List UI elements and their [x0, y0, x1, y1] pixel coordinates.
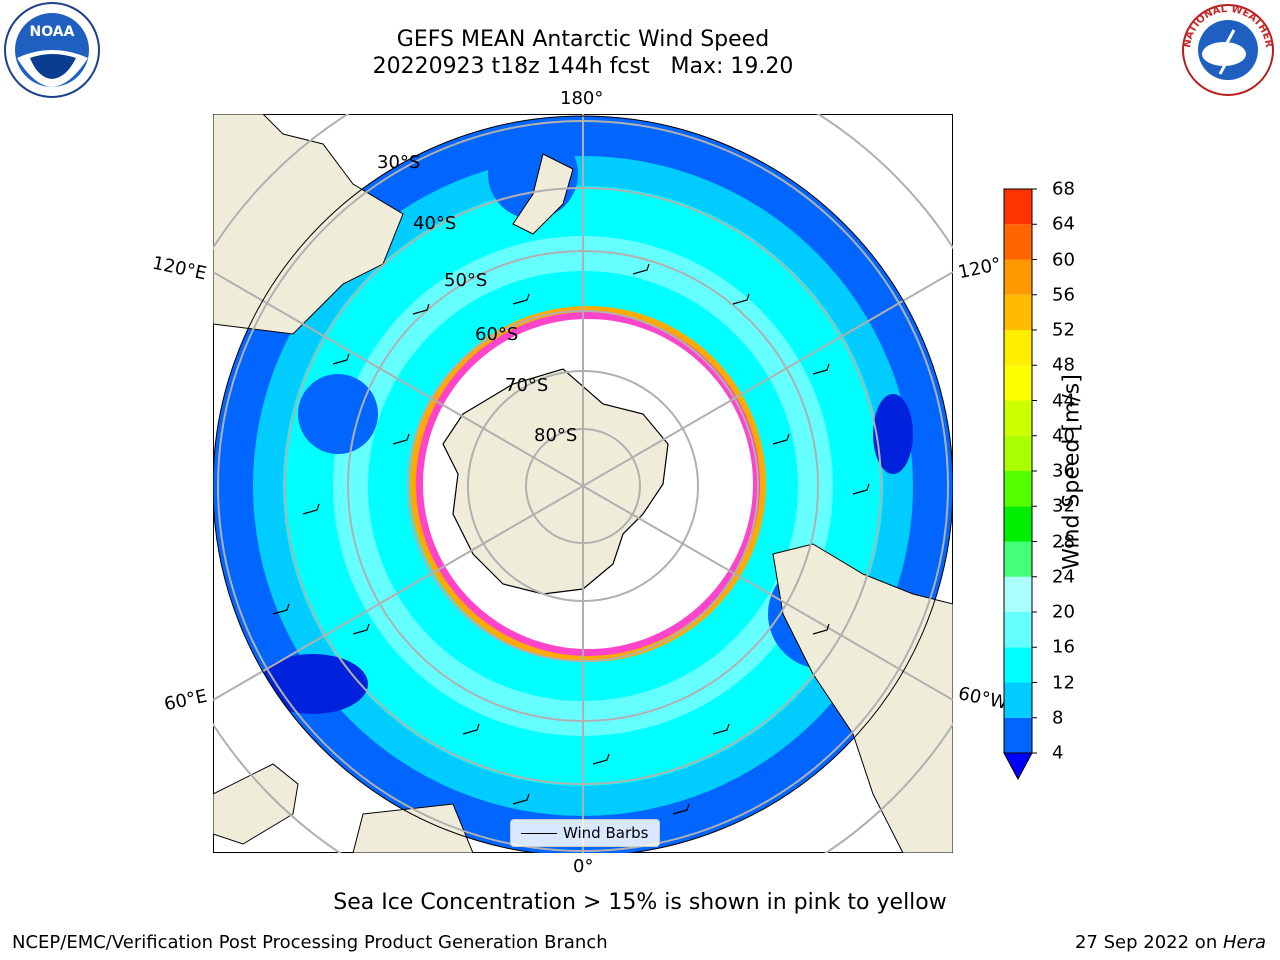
- colorbar-segment: [1004, 294, 1032, 330]
- lat-label-40s: 40°S: [413, 213, 457, 234]
- colorbar-segment: [1004, 471, 1032, 507]
- colorbar-segment: [1004, 435, 1032, 471]
- colorbar: [1003, 188, 1037, 781]
- colorbar-tick-label: 68: [1052, 178, 1075, 200]
- colorbar-tick-label: 20: [1052, 601, 1075, 623]
- colorbar-tick-label: 64: [1052, 213, 1075, 235]
- colorbar-tick-label: 48: [1052, 354, 1075, 376]
- colorbar-tick-label: 8: [1052, 707, 1064, 729]
- colorbar-segment: [1004, 682, 1032, 718]
- colorbar-segment: [1004, 506, 1032, 542]
- sea-ice-note: Sea Ice Concentration > 15% is shown in …: [333, 890, 947, 915]
- colorbar-tick-label: 32: [1052, 495, 1075, 517]
- colorbar-under-arrow: [1003, 752, 1033, 781]
- colorbar-tick-label: 44: [1052, 390, 1075, 411]
- wind-barbs-legend: Wind Barbs: [510, 819, 660, 847]
- lat-label-50s: 50°S: [444, 270, 488, 291]
- colorbar-tick-label: 36: [1052, 460, 1075, 482]
- lon-label-120w: 120°: [956, 253, 1004, 284]
- colorbar-tick-label: 28: [1052, 531, 1075, 552]
- colorbar-segment: [1004, 330, 1032, 366]
- colorbar-tick-label: 12: [1052, 672, 1075, 693]
- new-zealand-land: [511, 152, 574, 235]
- colorbar-tick-label: 24: [1052, 566, 1075, 588]
- legend-label: Wind Barbs: [563, 824, 649, 842]
- colorbar-segment: [1004, 189, 1032, 225]
- title-line-2: 20220923 t18z 144h fcst Max: 19.20: [372, 54, 794, 79]
- colorbar-tick-label: 4: [1052, 742, 1064, 764]
- graticule: [212, 113, 953, 853]
- lat-label-80s: 80°S: [534, 425, 578, 446]
- lon-label-180: 180°: [560, 88, 604, 109]
- title-line-1: GEFS MEAN Antarctic Wind Speed: [396, 27, 770, 52]
- polar-map: [212, 113, 953, 853]
- lat-label-60s: 60°S: [475, 324, 519, 345]
- footer-host: Hera: [1222, 932, 1266, 953]
- disc-boundary: [212, 115, 953, 853]
- colorbar-segment: [1004, 365, 1032, 401]
- colorbar-tick-label: 56: [1052, 284, 1075, 306]
- footer-date: 27 Sep 2022 on Hera: [1075, 932, 1266, 953]
- colorbar-segment: [1004, 224, 1032, 260]
- lat-label-70s: 70°S: [505, 375, 549, 396]
- colorbar-segment: [1004, 612, 1032, 648]
- colorbar-label: Wind Speed [m/s]: [1059, 374, 1085, 570]
- colorbar-tick-label: 60: [1052, 249, 1075, 270]
- lon-label-0: 0°: [573, 856, 594, 877]
- colorbar-tick-label: 52: [1052, 319, 1075, 341]
- noaa-logo: NOAA: [4, 2, 100, 98]
- colorbar-segment: [1004, 717, 1032, 753]
- colorbar-tick-label: 40: [1052, 425, 1075, 447]
- footer-credit: NCEP/EMC/Verification Post Processing Pr…: [12, 932, 608, 953]
- madagascar-land: [212, 762, 299, 845]
- wind-barbs: [272, 263, 870, 815]
- footer-date-text: 27 Sep 2022 on: [1075, 932, 1223, 953]
- antarctica-land: [441, 367, 669, 595]
- colorbar-segment: [1004, 541, 1032, 577]
- legend-line-icon: [521, 833, 557, 834]
- colorbar-tick-label: 16: [1052, 636, 1075, 658]
- lon-label-120e: 120°E: [150, 252, 209, 285]
- lat-label-30s: 30°S: [377, 152, 421, 173]
- noaa-logo-text: NOAA: [30, 24, 75, 40]
- colorbar-segment: [1004, 400, 1032, 436]
- colorbar-segment: [1004, 576, 1032, 612]
- lon-label-60e: 60°E: [162, 685, 209, 716]
- colorbar-segment: [1004, 647, 1032, 683]
- map-frame: 30°S 40°S 50°S 60°S 70°S 80°S Wind Barbs: [212, 113, 953, 853]
- nws-logo: NATIONAL WEATHER SERVICE: [1176, 0, 1274, 96]
- colorbar-segment: [1004, 259, 1032, 295]
